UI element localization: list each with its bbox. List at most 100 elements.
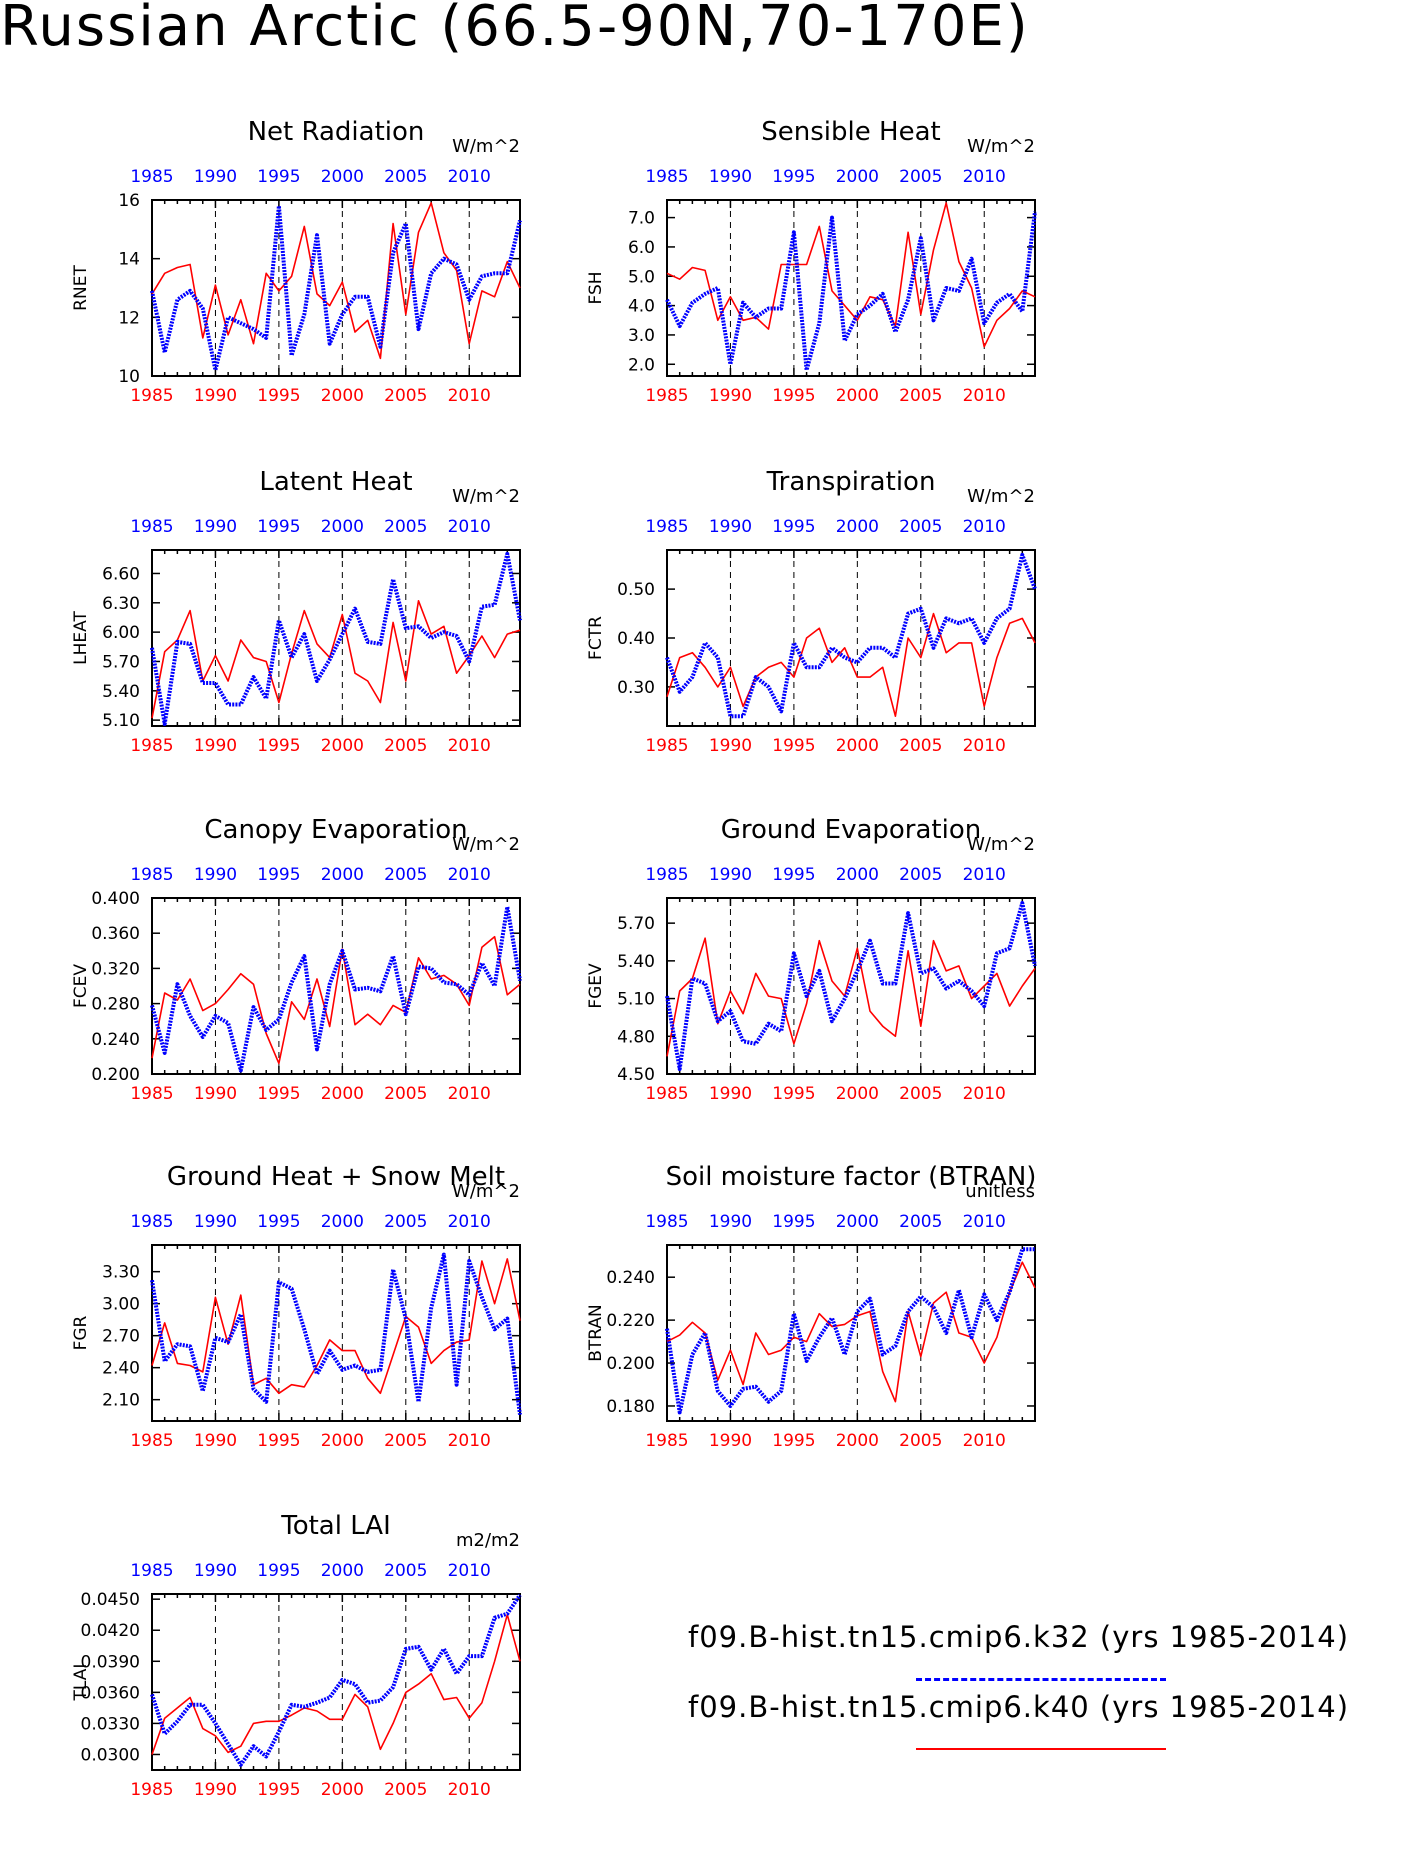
x-tick-label-top: 2010 [963,517,1006,537]
series-line-k32 [665,552,1037,719]
x-tick-label-top: 2010 [448,167,491,187]
x-tick-label-top: 2005 [384,517,427,537]
x-tick-label-bottom: 2005 [384,736,427,756]
y-tick-label: 0.220 [606,1311,655,1331]
series-line-k32 [150,203,522,373]
chart-title: Canopy Evaporation [204,815,467,845]
x-tick-label-bottom: 1995 [257,1780,300,1800]
series-line-k40 [151,202,521,360]
chart-units: W/m^2 [452,486,520,507]
x-tick-label-top: 2005 [899,865,942,885]
chart-title: Sensible Heat [761,117,940,147]
series-line-k32 [150,1593,522,1767]
chart-title: Ground Evaporation [721,815,981,845]
x-tick-label-bottom: 1985 [130,1780,173,1800]
y-tick-label: 0.240 [91,1030,140,1050]
x-tick-label-bottom: 2005 [384,1780,427,1800]
x-tick-label-bottom: 1990 [194,1084,237,1104]
x-tick-label-bottom: 1995 [257,386,300,406]
x-tick-label-bottom: 1990 [709,1084,752,1104]
x-tick-label-bottom: 2010 [963,736,1006,756]
y-axis-label: LHEAT [71,611,91,665]
x-tick-label-bottom: 1995 [772,736,815,756]
x-tick-label-bottom: 1990 [709,1431,752,1451]
y-tick-label: 0.0450 [81,1590,140,1610]
x-tick-label-bottom: 1990 [194,1780,237,1800]
x-tick-label-bottom: 2000 [321,386,364,406]
x-tick-label-top: 1995 [772,167,815,187]
x-tick-label-top: 2005 [384,865,427,885]
plot-frame [151,897,521,1075]
x-tick-label-bottom: 1995 [257,1084,300,1104]
x-tick-label-bottom: 1995 [772,1084,815,1104]
y-tick-label: 0.400 [91,889,140,909]
x-tick-label-bottom: 1985 [645,1431,688,1451]
x-tick-label-top: 1995 [772,1212,815,1232]
y-axis-label: FGR [71,1315,91,1350]
x-tick-label-top: 1985 [645,517,688,537]
x-tick-label-bottom: 2010 [448,1084,491,1104]
y-axis-label: FCTR [586,616,606,660]
y-tick-label: 0.200 [91,1065,140,1085]
chart-title: Soil moisture factor (BTRAN) [666,1162,1037,1192]
x-tick-label-bottom: 1985 [130,1084,173,1104]
chart-units: W/m^2 [452,1181,520,1202]
x-tick-label-top: 2005 [899,517,942,537]
y-tick-label: 7.0 [628,209,655,229]
y-tick-label: 0.40 [617,629,655,649]
x-tick-label-top: 2000 [321,865,364,885]
y-tick-label: 14 [118,250,140,270]
y-tick-label: 3.0 [628,326,655,346]
y-tick-label: 5.0 [628,267,655,287]
x-tick-label-top: 2000 [321,167,364,187]
legend-label-k40: f09.B-hist.tn15.cmip6.k40 (yrs 1985-2014… [688,1690,1350,1724]
y-axis-label: FGEV [586,963,606,1009]
x-tick-label-bottom: 1985 [130,1431,173,1451]
y-tick-label: 6.30 [102,594,140,614]
chart-panel: Net Radiation W/m^2 RNET 1985 1985 1990 1990 19… [71,117,522,406]
x-tick-label-bottom: 2005 [384,1431,427,1451]
x-tick-label-top: 1995 [257,1212,300,1232]
y-axis-label: TLAI [71,1664,91,1702]
x-tick-label-top: 2010 [448,865,491,885]
y-axis-label: FSH [586,271,606,304]
plot-frame [151,1244,521,1422]
series-line-k32 [150,1252,522,1415]
x-tick-label-top: 2000 [836,517,879,537]
x-tick-label-bottom: 2005 [899,386,942,406]
x-tick-label-bottom: 1990 [709,736,752,756]
series-line-k32 [665,211,1037,373]
chart-panel: Total LAI m2/m2 TLAI 1985 1985 1990 1990 1995 19… [71,1511,522,1800]
x-tick-label-top: 2000 [321,1561,364,1581]
series-line-k32 [665,1247,1035,1415]
x-tick-label-bottom: 2000 [321,736,364,756]
y-tick-label: 2.40 [102,1359,140,1379]
y-tick-label: 5.40 [617,952,655,972]
x-tick-label-top: 2000 [836,865,879,885]
chart-title: Ground Heat + Snow Melt [167,1162,505,1192]
series-line-k40 [666,202,1036,348]
series-line-k40 [151,1258,521,1395]
x-tick-label-top: 2000 [836,167,879,187]
legend-label-k32: f09.B-hist.tn15.cmip6.k32 (yrs 1985-2014… [688,1620,1350,1654]
chart-units: m2/m2 [456,1530,520,1551]
x-tick-label-bottom: 2010 [448,736,491,756]
chart-units: W/m^2 [967,486,1035,507]
legend: f09.B-hist.tn15.cmip6.k32 (yrs 1985-2014… [680,1620,1420,1760]
x-tick-label-top: 2000 [321,517,364,537]
series-line-k40 [666,1261,1036,1403]
y-tick-label: 12 [118,308,140,328]
x-tick-label-bottom: 1995 [257,1431,300,1451]
chart-units: W/m^2 [967,834,1035,855]
chart-title: Transpiration [766,467,936,497]
y-tick-label: 0.0420 [81,1621,140,1641]
chart-units: W/m^2 [452,136,520,157]
chart-title: Net Radiation [248,117,425,147]
plot-frame [151,549,521,727]
y-tick-label: 2.70 [102,1327,140,1347]
y-tick-label: 0.240 [606,1268,655,1288]
x-tick-label-bottom: 2010 [448,1431,491,1451]
x-tick-label-top: 2005 [384,1212,427,1232]
